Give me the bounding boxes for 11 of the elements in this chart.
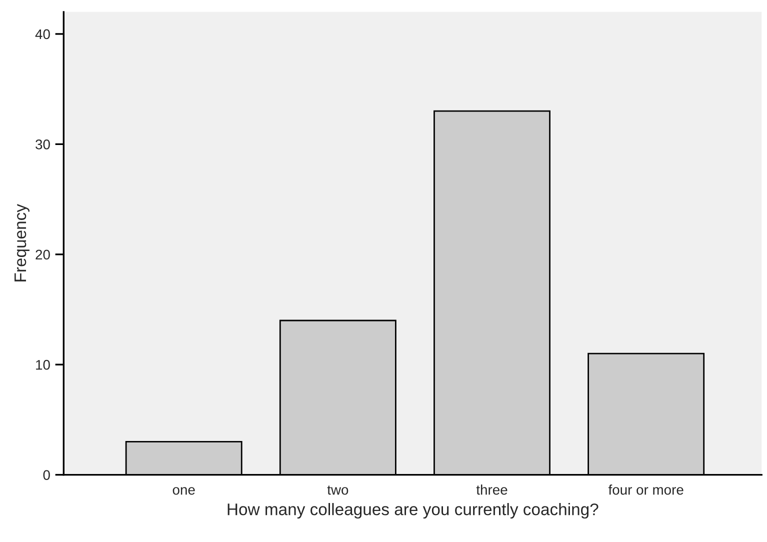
y-tick-label: 30 xyxy=(36,140,50,150)
x-tick-label: four or more xyxy=(608,484,684,495)
y-tick-label: 0 xyxy=(43,470,50,480)
x-tick-label: three xyxy=(476,484,508,495)
x-axis-title: How many colleagues are you currently coaching? xyxy=(228,503,598,519)
y-tick-label: 10 xyxy=(36,360,50,370)
y-axis-title: Frequency xyxy=(14,204,30,282)
x-tick-label: one xyxy=(172,487,195,495)
y-tick-label: 20 xyxy=(36,250,50,260)
y-tick-label: 40 xyxy=(35,29,50,40)
x-tick-label: two xyxy=(327,486,348,495)
